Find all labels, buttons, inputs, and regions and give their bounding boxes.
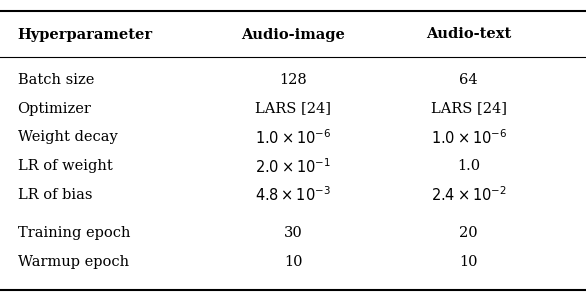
Text: 20: 20 bbox=[459, 226, 478, 240]
Text: $1.0 \times 10^{-6}$: $1.0 \times 10^{-6}$ bbox=[431, 128, 507, 147]
Text: 128: 128 bbox=[279, 73, 307, 86]
Text: $2.4 \times 10^{-2}$: $2.4 \times 10^{-2}$ bbox=[431, 186, 507, 204]
Text: Warmup epoch: Warmup epoch bbox=[18, 255, 129, 269]
Text: Audio-text: Audio-text bbox=[426, 28, 512, 41]
Text: Training epoch: Training epoch bbox=[18, 226, 130, 240]
Text: 1.0: 1.0 bbox=[457, 159, 481, 173]
Text: LR of bias: LR of bias bbox=[18, 188, 92, 202]
Text: 30: 30 bbox=[284, 226, 302, 240]
Text: $4.8 \times 10^{-3}$: $4.8 \times 10^{-3}$ bbox=[255, 186, 331, 204]
Text: $2.0 \times 10^{-1}$: $2.0 \times 10^{-1}$ bbox=[255, 157, 331, 176]
Text: Hyperparameter: Hyperparameter bbox=[18, 28, 153, 41]
Text: $1.0 \times 10^{-6}$: $1.0 \times 10^{-6}$ bbox=[255, 128, 331, 147]
Text: LARS [24]: LARS [24] bbox=[255, 102, 331, 116]
Text: LARS [24]: LARS [24] bbox=[431, 102, 507, 116]
Text: LR of weight: LR of weight bbox=[18, 159, 113, 173]
Text: Audio-image: Audio-image bbox=[241, 28, 345, 41]
Text: Optimizer: Optimizer bbox=[18, 102, 91, 116]
Text: Batch size: Batch size bbox=[18, 73, 94, 86]
Text: 64: 64 bbox=[459, 73, 478, 86]
Text: 10: 10 bbox=[459, 255, 478, 269]
Text: Weight decay: Weight decay bbox=[18, 130, 117, 144]
Text: 10: 10 bbox=[284, 255, 302, 269]
